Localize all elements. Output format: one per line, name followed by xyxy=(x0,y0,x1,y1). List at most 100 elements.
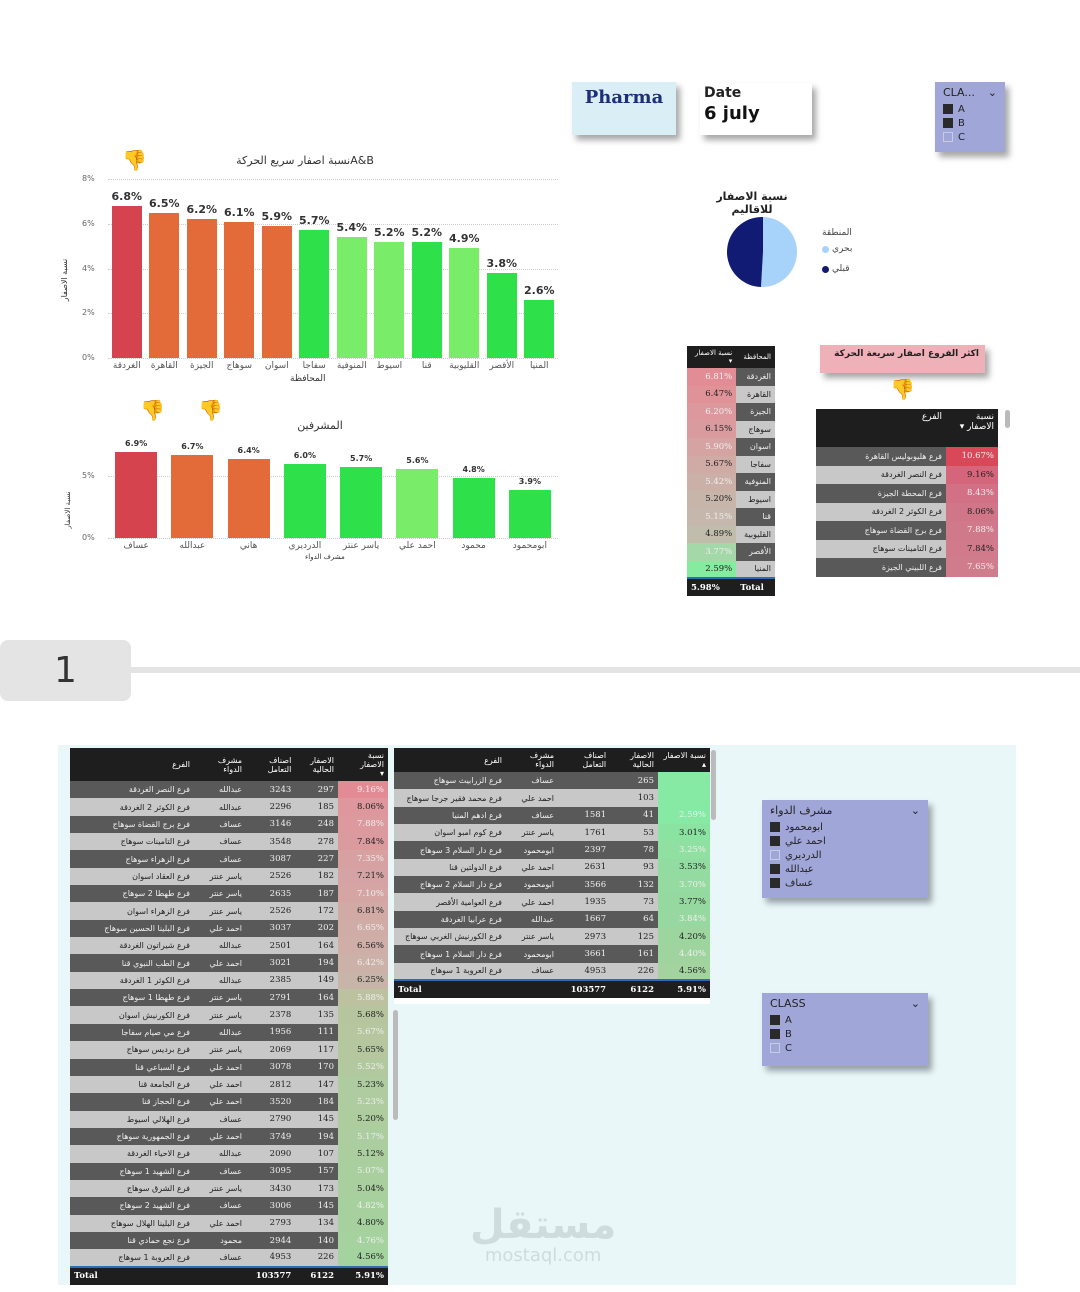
table-row[interactable]: فرع ادهم المنيا عساف 1581 41 2.59% xyxy=(394,806,710,825)
col-header-rate[interactable]: نسبة الاصفار ▾ xyxy=(338,748,388,781)
slicer-item[interactable]: C xyxy=(943,130,997,144)
col-header-branch[interactable]: الفرع xyxy=(394,748,506,772)
scrollbar[interactable] xyxy=(711,750,716,820)
table-row[interactable]: فرع عرابيا الغردقة عبدالله 1667 64 3.84% xyxy=(394,910,710,929)
page-number-tab[interactable]: 1 xyxy=(0,640,131,701)
checkbox-checked[interactable] xyxy=(770,878,780,888)
table-row[interactable]: 6.20% الجيزة xyxy=(687,403,775,421)
col-header-branch[interactable]: الفرع xyxy=(70,748,194,781)
bar[interactable] xyxy=(396,468,439,538)
table-row[interactable]: فرع التامينات سوهاج عساف 3548 278 7.84% xyxy=(70,833,388,851)
table-row[interactable]: فرع الكوثر 2 الغردقة عبدالله 2296 185 8.06% xyxy=(70,798,388,816)
table-row[interactable]: 3.77% الأقصر xyxy=(687,543,775,561)
checkbox-unchecked[interactable] xyxy=(943,132,953,142)
checkbox-checked[interactable] xyxy=(943,104,953,114)
table-row[interactable]: فرع الحجاز قنا احمد علي 3520 184 5.23% xyxy=(70,1093,388,1111)
table-row[interactable]: فرع العروبة 1 سوهاج عساف 4953 226 4.56% xyxy=(70,1249,388,1267)
col-header-gov[interactable]: المحافظة xyxy=(736,346,775,368)
checkbox-checked[interactable] xyxy=(770,822,780,832)
bar[interactable] xyxy=(524,299,555,358)
table-row[interactable]: 6.81% الغردقة xyxy=(687,368,775,386)
table-row[interactable]: 5.67% سفاجا xyxy=(687,455,775,473)
table-row[interactable]: فرع الجامعة قنا احمد علي 2812 147 5.23% xyxy=(70,1075,388,1094)
table-row[interactable]: فرع طهطا 1 سوهاج ياسر عنتر 2791 164 5.88% xyxy=(70,989,388,1007)
table-row[interactable]: فرع الزرابيث سوهاج عساف 265 xyxy=(394,772,710,790)
chevron-down-icon[interactable]: ⌄ xyxy=(910,997,920,1010)
table-row[interactable]: فرع الطب النبوي قنا احمد علي 3021 194 6.42% xyxy=(70,954,388,972)
col-header-zeros[interactable]: الاصفار الحالية xyxy=(610,748,658,772)
slicer-item[interactable]: B xyxy=(770,1027,920,1041)
scrollbar[interactable] xyxy=(393,1010,398,1120)
table-row[interactable]: فرع الدولتين قنا احمد علي 2631 93 3.53% xyxy=(394,858,710,877)
col-header-items[interactable]: اصناف التعامل xyxy=(246,748,296,781)
bar[interactable] xyxy=(186,219,217,358)
table-row[interactable]: 4.89% القليوبية xyxy=(687,525,775,543)
table-row[interactable]: 5.42% المنوفية xyxy=(687,473,775,491)
table-row[interactable]: فرع شيراتون الغردقة عبدالله 2501 164 6.56% xyxy=(70,937,388,955)
table-row[interactable]: 6.15% سوهاج xyxy=(687,420,775,438)
table-row[interactable]: فرع هليوبوليس القاهرة 10.67% xyxy=(816,447,998,466)
table-row[interactable]: 6.47% القاهرة xyxy=(687,385,775,403)
slicer-item[interactable]: C xyxy=(770,1041,920,1055)
table-row[interactable]: فرع البلينا الهلال سوهاج احمد علي 2793 134 4… xyxy=(70,1214,388,1232)
table-row[interactable]: فرع النصر الغردقة 9.16% xyxy=(816,465,998,484)
col-header-zeros[interactable]: الاصفار الحالية xyxy=(295,748,338,781)
pie-slice-qibli[interactable] xyxy=(727,216,763,287)
checkbox-checked[interactable] xyxy=(770,836,780,846)
slicer-item[interactable]: احمد علي xyxy=(770,834,920,848)
table-row[interactable]: فرع الزهراء اسوان ياسر عنتر 2526 172 6.81% xyxy=(70,902,388,920)
table-row[interactable]: فرع النصر الغردقة عبدالله 3243 297 9.16% xyxy=(70,781,388,799)
col-header-rate[interactable]: نسبة الاصفار ▾ xyxy=(946,409,998,447)
chevron-down-icon[interactable]: ⌄ xyxy=(910,804,920,817)
table-row[interactable]: فرع التامينات سوهاج 7.84% xyxy=(816,539,998,558)
checkbox-checked[interactable] xyxy=(770,1015,780,1025)
table-row[interactable]: فرع محمد فقير جرجا سوهاج احمد علي 103 xyxy=(394,789,710,807)
bar[interactable] xyxy=(261,225,292,358)
table-row[interactable]: فرع الاحياء الغردقة عبدالله 2090 107 5.12% xyxy=(70,1145,388,1163)
slicer-item[interactable]: A xyxy=(943,102,997,116)
col-header-supervisor[interactable]: مشرف الدواء xyxy=(506,748,558,772)
table-row[interactable]: فرع الكورنيش اسوان ياسر عنتر 2378 135 5.68% xyxy=(70,1006,388,1024)
table-row[interactable]: فرع الشهيد 1 سوهاج عساف 3095 157 5.07% xyxy=(70,1162,388,1180)
bar[interactable] xyxy=(449,248,480,358)
table-row[interactable]: فرع نجع حمادي قنا محمود 2944 140 4.76% xyxy=(70,1231,388,1250)
table-row[interactable]: 5.15% قنا xyxy=(687,508,775,526)
bar[interactable] xyxy=(111,205,142,358)
table-row[interactable]: 5.90% اسوان xyxy=(687,438,775,456)
table-row[interactable]: فرع برديس سوهاج ياسر عنتر 2069 117 5.65% xyxy=(70,1041,388,1059)
bar[interactable] xyxy=(171,454,214,538)
checkbox-checked[interactable] xyxy=(770,1029,780,1039)
bar[interactable] xyxy=(340,467,383,538)
table-row[interactable]: فرع طهطا 2 سوهاج ياسر عنتر 2635 187 7.10% xyxy=(70,885,388,903)
table-row[interactable]: 2.59% المنيا xyxy=(687,560,775,578)
col-header-rate[interactable]: نسبة الاصفار ▾ xyxy=(687,346,737,368)
bar[interactable] xyxy=(115,452,158,538)
slicer-item[interactable]: ابومحمود xyxy=(770,820,920,834)
bar[interactable] xyxy=(224,221,255,358)
col-header-supervisor[interactable]: مشرف الدواء xyxy=(194,748,246,781)
table-row[interactable]: فرع الشرق سوهاج ياسر عنتر 3430 173 5.04% xyxy=(70,1179,388,1198)
table-row[interactable]: فرع السباعي قنا احمد علي 3078 170 5.52% xyxy=(70,1058,388,1076)
col-header-items[interactable]: اصناف التعامل xyxy=(558,748,611,772)
checkbox-unchecked[interactable] xyxy=(770,1043,780,1053)
table-row[interactable]: 5.20% اسيوط xyxy=(687,490,775,508)
table-row[interactable]: فرع العروبة 1 سوهاج عساف 4953 226 4.56% xyxy=(394,962,710,981)
table-row[interactable]: فرع اللبيني الجيزة 7.65% xyxy=(816,558,998,577)
legend-item-bahari[interactable]: بحري xyxy=(822,244,852,254)
table-row[interactable]: فرع مي صيام سفاجا عبدالله 1956 111 5.67% xyxy=(70,1023,388,1042)
table-row[interactable]: فرع الهلالي اسيوط عساف 2790 145 5.20% xyxy=(70,1110,388,1128)
table-row[interactable]: فرع برج القضاة سوهاج 7.88% xyxy=(816,521,998,540)
slicer-item[interactable]: A xyxy=(770,1013,920,1027)
table-row[interactable]: فرع برج القضاة سوهاج عساف 3146 248 7.88% xyxy=(70,815,388,834)
table-row[interactable]: فرع العوامية الأقصر احمد علي 1935 73 3.77% xyxy=(394,893,710,911)
table-row[interactable]: فرع الكوثر 1 الغردقة عبدالله 2385 149 6.25% xyxy=(70,971,388,990)
bar[interactable] xyxy=(299,230,330,358)
scrollbar[interactable] xyxy=(1005,410,1010,428)
checkbox-unchecked[interactable] xyxy=(770,850,780,860)
bar[interactable] xyxy=(411,241,442,358)
bar[interactable] xyxy=(336,237,367,358)
table-row[interactable]: فرع دار السلام 2 سوهاج ابومحمود 3566 132 3.7… xyxy=(394,876,710,894)
checkbox-checked[interactable] xyxy=(770,864,780,874)
table-row[interactable]: فرع المحطة الجيزة 8.43% xyxy=(816,484,998,503)
